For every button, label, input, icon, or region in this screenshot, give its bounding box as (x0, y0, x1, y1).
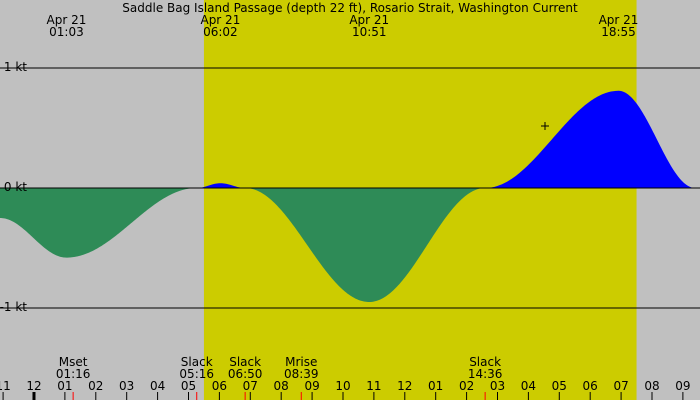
x-tick-label: 07 (613, 379, 628, 393)
x-tick-label: 05 (552, 379, 567, 393)
top-event-time: 01:03 (49, 25, 84, 39)
bottom-event-time: 14:36 (468, 367, 503, 381)
chart-title: Saddle Bag Island Passage (depth 22 ft),… (122, 1, 578, 15)
y-gridlines (0, 67, 700, 309)
x-tick-label: 01 (428, 379, 443, 393)
top-event-time: 06:02 (203, 25, 238, 39)
top-event-date: Apr 21 (47, 13, 87, 27)
bottom-event-time: 08:39 (284, 367, 319, 381)
bottom-event-label: Slack (229, 355, 261, 369)
bottom-event-label: Mset (59, 355, 88, 369)
x-tick-label: 12 (26, 379, 41, 393)
x-tick-label: 02 (88, 379, 103, 393)
x-tick-label: 03 (490, 379, 505, 393)
x-tick-label: 12 (397, 379, 412, 393)
top-event-date: Apr 21 (349, 13, 389, 27)
x-tick-label: 11 (0, 379, 11, 393)
y-tick-label: 0 kt (4, 180, 27, 194)
x-tick-label: 02 (459, 379, 474, 393)
top-event-time: 18:55 (601, 25, 636, 39)
top-event-date: Apr 21 (599, 13, 639, 27)
top-event-date: Apr 21 (200, 13, 240, 27)
bottom-events: Mset01:16Slack05:16Slack06:50Mrise08:39S… (56, 355, 503, 400)
x-tick-label: 06 (212, 379, 227, 393)
ebb-area (0, 188, 486, 302)
midnight-marker (32, 392, 36, 400)
bottom-event-label: Slack (469, 355, 501, 369)
x-tick-label: 11 (366, 379, 381, 393)
flood-area (197, 90, 696, 188)
x-tick-label: 01 (57, 379, 72, 393)
x-tick-label: 06 (583, 379, 598, 393)
bottom-event-label: Slack (181, 355, 213, 369)
x-tick-label: 03 (119, 379, 134, 393)
bottom-event-time: 05:16 (179, 367, 214, 381)
x-tick-label: 05 (181, 379, 196, 393)
current-time-marker (541, 122, 549, 130)
y-tick-label: 1 kt (4, 60, 27, 74)
x-axis: 11 12 01 02 03 04 05 06 07 08 09 10 11 12 01 02 03 04 05 06… (0, 379, 691, 400)
top-event-time: 10:51 (352, 25, 387, 39)
x-tick-label: 04 (150, 379, 165, 393)
current-areas (0, 90, 696, 302)
x-tick-label: 08 (644, 379, 659, 393)
bottom-event-time: 06:50 (228, 367, 263, 381)
x-tick-label: 04 (521, 379, 536, 393)
y-tick-label: -1 kt (0, 300, 27, 314)
bottom-event-time: 01:16 (56, 367, 91, 381)
x-tick-label: 08 (274, 379, 289, 393)
y-tick-labels: 1 kt 0 kt -1 kt (0, 60, 27, 314)
x-tick-label: 09 (675, 379, 690, 393)
bottom-event-label: Mrise (285, 355, 317, 369)
x-tick-label: 09 (304, 379, 319, 393)
x-tick-label: 07 (243, 379, 258, 393)
x-tick-label: 10 (335, 379, 350, 393)
